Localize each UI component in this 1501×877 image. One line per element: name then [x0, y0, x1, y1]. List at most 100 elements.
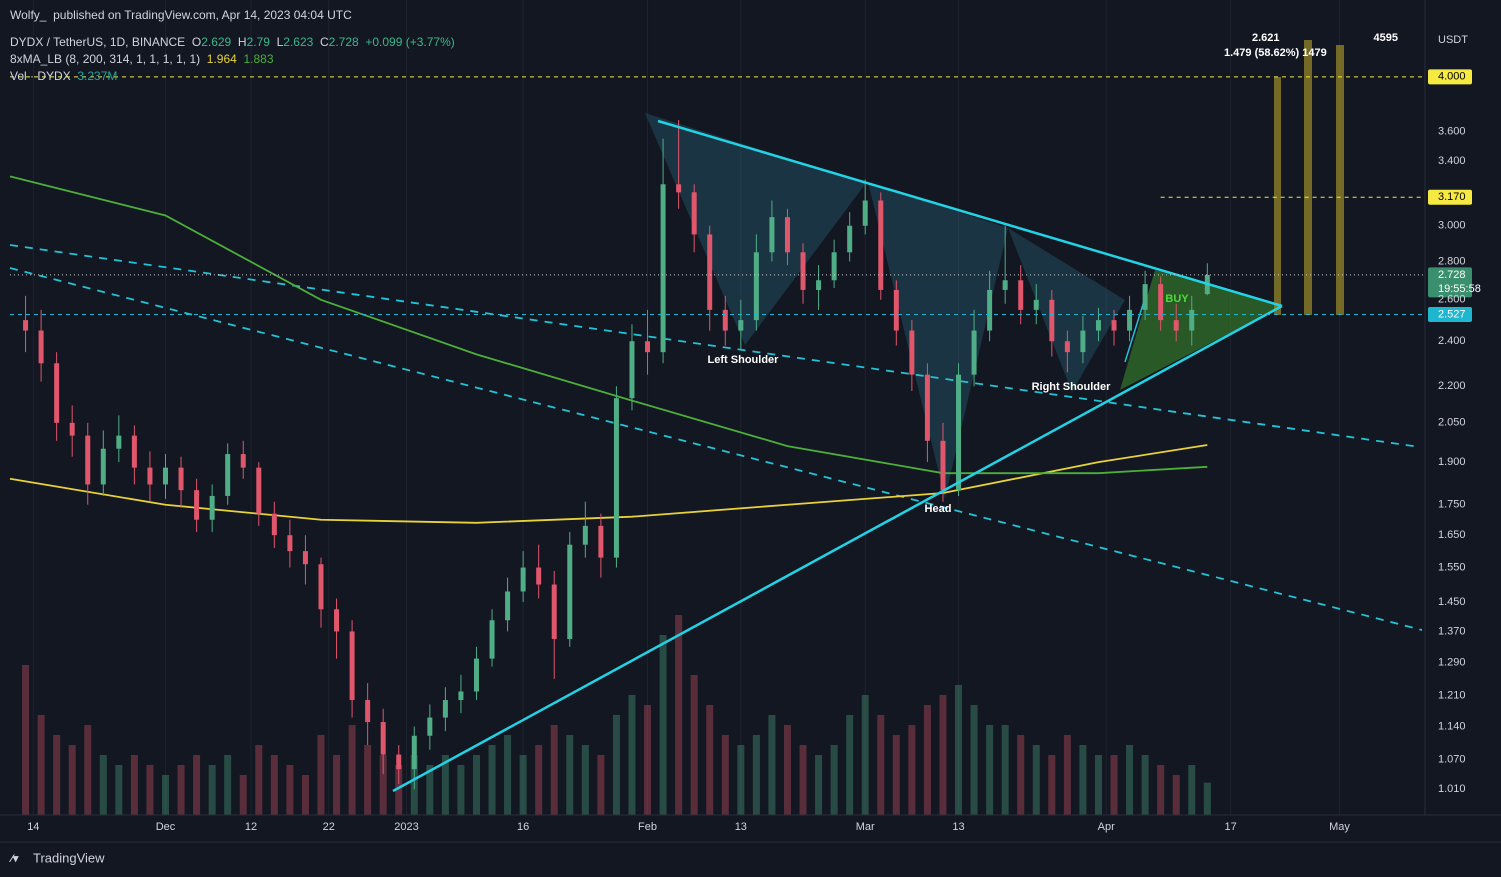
volume-bar: [1172, 775, 1180, 815]
candle-body: [85, 435, 91, 485]
y-tick-label: 2.600: [1438, 294, 1466, 306]
candle-body: [816, 280, 822, 290]
volume-bar: [115, 765, 123, 815]
y-tick-label: 1.290: [1438, 657, 1466, 669]
c: C: [319, 35, 329, 49]
open: 2.629: [201, 35, 232, 49]
candle-body: [1033, 299, 1039, 310]
candle-body: [956, 374, 962, 491]
label: Head: [925, 503, 952, 515]
volume-bar: [550, 725, 558, 815]
volume-bar: [472, 755, 480, 815]
candle-body: [225, 454, 231, 496]
candles: [23, 119, 1210, 790]
volume-bar: [1063, 735, 1071, 815]
volume-bar: [612, 715, 620, 815]
candle-body: [893, 289, 899, 331]
volume-bar: [488, 745, 496, 815]
y-tick-label: 1.750: [1438, 499, 1466, 511]
volume-bar: [1188, 765, 1196, 815]
candle-body: [147, 467, 153, 485]
candle-body: [116, 435, 122, 449]
y-tick-label: 1.550: [1438, 561, 1466, 573]
candle-body: [567, 544, 573, 640]
h: H: [237, 35, 247, 49]
volume-title: Vol · DYDX: [10, 69, 71, 83]
candle-body: [582, 525, 588, 545]
candle-body: [691, 192, 697, 235]
volume-bar: [752, 735, 760, 815]
candle-body: [442, 700, 448, 718]
fib-label: 1.479 (58.62%) 1479: [1224, 47, 1327, 59]
candle-body: [100, 448, 106, 485]
price-label: 2.527: [1438, 308, 1466, 320]
volume-bar: [286, 765, 294, 815]
volume-bar: [830, 745, 838, 815]
candle-body: [971, 330, 977, 375]
volume-bar: [504, 735, 512, 815]
candle-body: [1080, 330, 1086, 353]
price-label: 3.170: [1438, 191, 1466, 203]
volume-bar: [566, 735, 574, 815]
candle-body: [349, 631, 355, 701]
volume-bar: [970, 705, 978, 815]
candle-body: [380, 722, 386, 755]
volume-value: 3.237M: [77, 69, 118, 83]
volume-bar: [441, 755, 449, 815]
candle-body: [271, 513, 277, 536]
candle-body: [489, 620, 495, 659]
candle-body: [23, 320, 29, 331]
candle-body: [505, 591, 511, 621]
candle-body: [598, 525, 604, 558]
x-tick-label: Mar: [856, 821, 875, 833]
volume-bar: [581, 745, 589, 815]
volume-bar: [597, 755, 605, 815]
candle-body: [909, 330, 915, 375]
candle-body: [784, 217, 790, 253]
candle-body: [1049, 299, 1055, 342]
candle-body: [1127, 309, 1133, 331]
x-tick-label: 13: [952, 821, 964, 833]
ma-value: 1.883: [243, 52, 274, 66]
candle-body: [722, 309, 728, 331]
y-tick-label: 1.450: [1438, 596, 1466, 608]
candle-body: [878, 200, 884, 290]
candle-body: [427, 717, 433, 736]
volume-bar: [1203, 782, 1211, 815]
candle-body: [613, 398, 619, 558]
candle-body: [831, 252, 837, 281]
y-tick-label: 1.210: [1438, 690, 1466, 702]
label: Left Shoulder: [708, 354, 780, 366]
volume-bar: [333, 755, 341, 815]
candle-body: [800, 252, 806, 290]
candle-body: [38, 330, 44, 364]
candle-body: [365, 700, 371, 723]
volume-bar: [690, 675, 698, 815]
close: 2.728: [328, 35, 359, 49]
target-bar: [1304, 40, 1312, 315]
volume-bar: [799, 745, 807, 815]
o: O: [191, 35, 202, 49]
candle-body: [987, 289, 993, 331]
volume-bar: [1126, 745, 1134, 815]
y-tick-label: 3.000: [1438, 220, 1466, 232]
candle-body: [54, 363, 60, 423]
indicator-line: 8xMA_LB (8, 200, 314, 1, 1, 1, 1, 1) 1.9…: [10, 52, 274, 66]
annotations: Left Shoulder Head Right Shoulder BUY 2.…: [708, 32, 1398, 515]
y-tick-label: 2.200: [1438, 380, 1466, 392]
volume-bar: [986, 725, 994, 815]
low: 2.623: [283, 35, 314, 49]
volume-bar: [348, 725, 356, 815]
x-tick-label: 14: [27, 821, 39, 833]
volume-bar: [177, 765, 185, 815]
currency: USDT: [1438, 34, 1468, 46]
price-label: 2.728: [1438, 269, 1466, 281]
candle-body: [769, 217, 775, 253]
y-tick-label: 3.400: [1438, 155, 1466, 167]
candle-body: [256, 467, 262, 514]
volume-bar: [1157, 765, 1165, 815]
candle-body: [209, 495, 215, 520]
left-shoulder-zone: [645, 113, 866, 345]
